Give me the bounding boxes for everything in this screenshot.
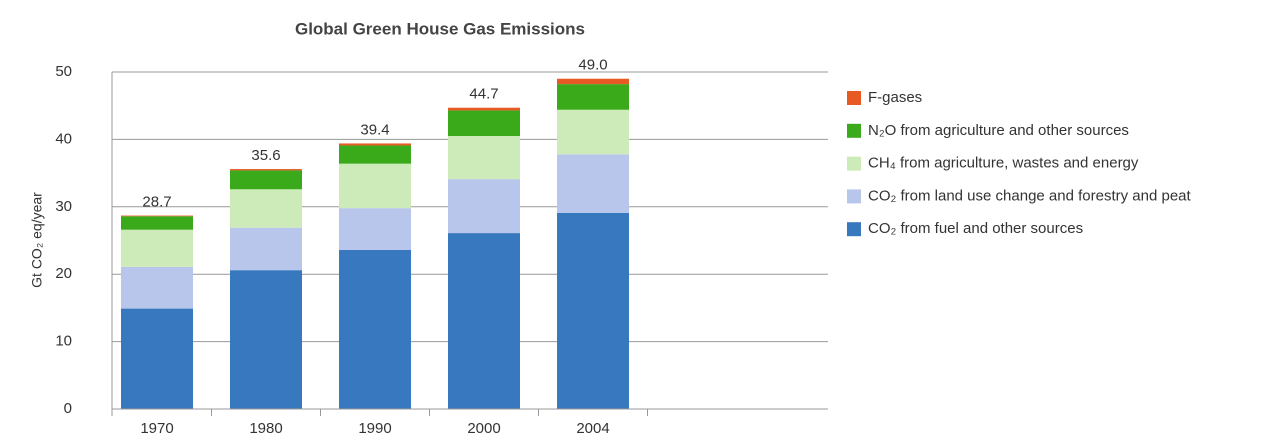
total-label: 39.4 xyxy=(360,121,389,138)
bar-segment xyxy=(448,136,520,180)
bar-segment xyxy=(121,266,193,309)
legend-label: F-gases xyxy=(868,89,922,106)
x-tick-label: 1990 xyxy=(358,420,391,437)
legend-swatch xyxy=(847,189,861,204)
bar-segment xyxy=(557,78,629,85)
y-tick-label: 10 xyxy=(55,333,72,350)
legend-label: CO₂ from fuel and other sources xyxy=(868,220,1083,237)
x-tick-label: 1980 xyxy=(249,420,282,437)
bar-segment xyxy=(339,249,411,409)
bar-segment xyxy=(557,84,629,110)
bar-segment xyxy=(121,216,193,230)
total-label: 28.7 xyxy=(142,194,171,211)
bar-segment xyxy=(448,110,520,137)
total-label: 35.6 xyxy=(251,147,280,164)
y-tick-label: 0 xyxy=(64,400,72,417)
bar-segment xyxy=(448,179,520,234)
bar-segment xyxy=(121,229,193,267)
total-label: 49.0 xyxy=(578,57,607,74)
y-tick-label: 20 xyxy=(55,265,72,282)
bar-segment xyxy=(339,145,411,164)
bar-segment xyxy=(448,107,520,111)
legend-label: CH₄ from agriculture, wastes and energy xyxy=(868,155,1139,172)
bar-segment xyxy=(121,215,193,217)
bar-segment xyxy=(557,109,629,155)
chart-title: Global Green House Gas Emissions xyxy=(295,19,585,38)
bar-segment xyxy=(448,233,520,409)
bar-segment xyxy=(230,270,302,409)
legend-swatch xyxy=(847,123,861,138)
bar-segment xyxy=(230,170,302,190)
legend-swatch xyxy=(847,91,861,105)
legend-label: N₂O from agriculture and other sources xyxy=(868,122,1129,139)
y-tick-label: 50 xyxy=(55,63,72,80)
bar-segment xyxy=(339,163,411,209)
legend-label: CO₂ from land use change and forestry an… xyxy=(868,187,1192,204)
legend-swatch xyxy=(847,156,861,171)
x-tick-label: 2004 xyxy=(576,420,609,437)
bar-segment xyxy=(557,212,629,409)
bar-segment xyxy=(339,208,411,250)
bar-segment xyxy=(121,308,193,409)
legend-swatch xyxy=(847,222,861,237)
y-tick-label: 30 xyxy=(55,198,72,215)
bar-segment xyxy=(230,227,302,271)
y-axis-label: Gt CO₂ eq/year xyxy=(29,192,45,288)
bar-segment xyxy=(557,154,629,213)
bar-segment xyxy=(230,189,302,228)
total-label: 44.7 xyxy=(469,86,498,103)
bar-segment xyxy=(339,143,411,146)
bar-segment xyxy=(230,169,302,171)
y-tick-label: 40 xyxy=(55,130,72,147)
x-tick-label: 2000 xyxy=(467,420,500,437)
x-tick-label: 1970 xyxy=(140,420,173,437)
